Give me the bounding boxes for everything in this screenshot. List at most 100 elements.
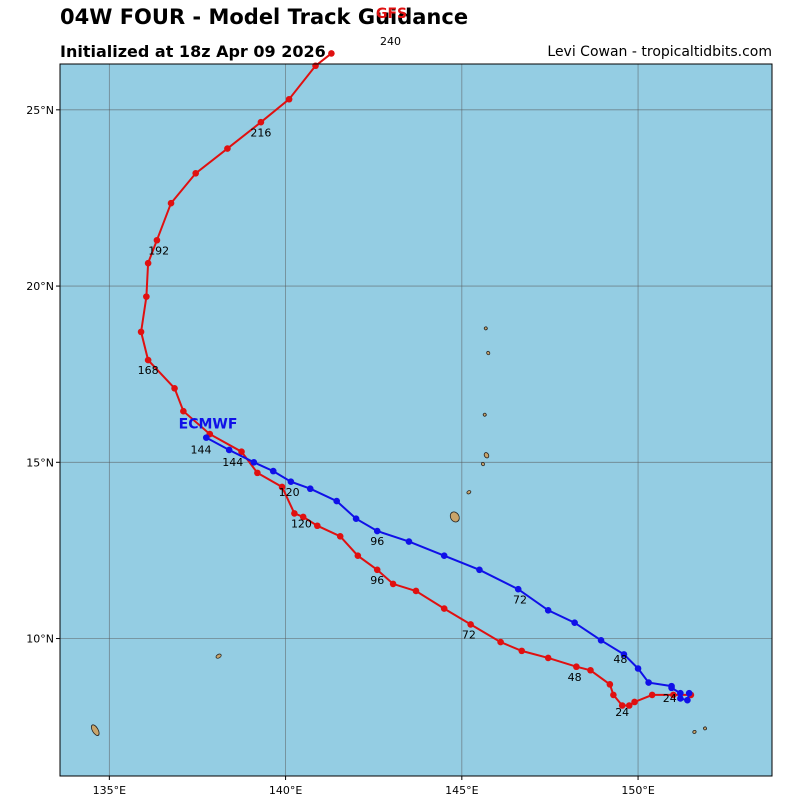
gfs-track-point	[336, 533, 344, 540]
island	[481, 461, 485, 467]
ecmwf-track-point	[373, 527, 381, 535]
gfs-track-point	[670, 691, 677, 699]
credit-text: Levi Cowan - tropicaltidbits.com	[547, 44, 772, 60]
ecmwf-track-point	[677, 689, 684, 697]
lat-tick-label: 15°N	[26, 456, 54, 469]
gfs-track-point	[224, 145, 231, 152]
ecmwf-hour-label: 72	[513, 593, 527, 606]
ecmwf-track-point	[306, 485, 314, 493]
gfs-track-point	[299, 513, 307, 521]
island	[692, 729, 697, 734]
gfs-track-point	[291, 510, 298, 517]
gfs-track-point	[648, 691, 656, 699]
ecmwf-track-point	[597, 636, 605, 644]
ecmwf-hour-label: 48	[613, 653, 627, 666]
gfs-track-point	[518, 647, 526, 655]
gfs-hour-label: 48	[568, 671, 582, 684]
gfs-track-point	[144, 259, 152, 267]
gfs-hour-label: 24	[615, 706, 629, 719]
gfs-track-point	[625, 702, 633, 709]
init-time: Initialized at 18z Apr 09 2026	[60, 42, 326, 61]
ecmwf-track-point	[405, 538, 413, 545]
ecmwf-model-label: ECMWF	[179, 417, 238, 433]
ocean-background	[60, 64, 772, 776]
gfs-track-point	[285, 95, 293, 103]
gfs-track-point	[171, 384, 178, 392]
ecmwf-track-point	[620, 651, 628, 658]
ecmwf-track-point	[269, 467, 277, 475]
lon-tick-label: 150°E	[621, 784, 654, 797]
island	[703, 726, 707, 731]
gfs-track-point	[180, 407, 187, 415]
ecmwf-track-point	[677, 695, 684, 702]
gfs-track-point	[257, 118, 265, 126]
map-frame	[59, 63, 773, 777]
gfs-track-point	[440, 605, 448, 612]
island	[483, 452, 490, 459]
island	[482, 412, 487, 417]
ecmwf-track-point	[287, 478, 295, 485]
page-title: 04W FOUR - Model Track Guidance	[60, 5, 469, 29]
gfs-hour-label: 120	[291, 518, 312, 531]
ecmwf-track-point	[668, 682, 675, 690]
gfs-track-point	[238, 448, 245, 456]
gfs-hour-label: 96	[370, 574, 384, 587]
gfs-track-point	[544, 654, 552, 662]
island	[90, 724, 100, 736]
ecmwf-track-point	[645, 679, 652, 686]
gfs-track-point	[312, 62, 319, 70]
ecmwf-track-point	[634, 665, 642, 672]
ecmwf-track-point	[684, 696, 691, 704]
gfs-track-point	[192, 169, 200, 177]
ecmwf-track-point	[440, 552, 448, 560]
ecmwf-track-point	[352, 515, 360, 522]
gfs-hour-label: 192	[148, 244, 169, 257]
island	[483, 326, 488, 331]
gfs-track-point	[389, 580, 397, 588]
gfs-track-point	[618, 702, 626, 709]
gfs-track-point	[328, 50, 335, 57]
ecmwf-hour-label: 120	[279, 486, 300, 499]
lat-tick-label: 25°N	[26, 104, 54, 117]
gfs-track-point	[412, 587, 420, 595]
ecmwf-track-point	[225, 446, 233, 454]
gfs-track-point	[587, 666, 594, 674]
gfs-track-point	[467, 621, 474, 628]
gfs-track-point	[354, 552, 362, 560]
gfs-track-point	[144, 356, 152, 364]
island	[215, 653, 222, 659]
lon-tick-label: 135°E	[93, 784, 126, 797]
ecmwf-hour-label: 24	[663, 692, 677, 705]
ecmwf-hour-label: 96	[370, 535, 384, 548]
ecmwf-hour-label: 144	[190, 443, 211, 456]
gfs-240-label: 240	[380, 35, 401, 48]
lat-tick-label: 10°N	[26, 633, 54, 646]
gfs-track-point	[631, 698, 638, 706]
gfs-model-label: GFS	[376, 6, 408, 22]
gfs-track-point	[167, 199, 175, 207]
gfs-track-point	[143, 293, 150, 300]
gfs-track-point	[314, 522, 321, 530]
lon-tick-label: 145°E	[445, 784, 478, 797]
gfs-track-point	[606, 681, 614, 688]
gfs-track-point	[153, 236, 161, 244]
lon-tick-label: 140°E	[269, 784, 302, 797]
gfs-track-point	[278, 483, 286, 491]
ecmwf-track-point	[202, 434, 210, 441]
gfs-track-point	[373, 566, 381, 574]
lat-tick-label: 20°N	[26, 280, 54, 293]
gfs-track-point	[137, 328, 145, 336]
gfs-track-point	[573, 663, 580, 671]
gfs-hour-label: 216	[250, 126, 271, 139]
ecmwf-track-point	[514, 585, 522, 593]
ecmwf-track-point	[544, 607, 552, 614]
gfs-hour-label: 168	[138, 364, 159, 377]
ecmwf-track-point	[250, 458, 258, 466]
gfs-track-point	[497, 638, 504, 646]
ecmwf-track-point	[685, 689, 693, 697]
ecmwf-track-point	[333, 497, 340, 505]
ecmwf-track-point	[571, 619, 578, 626]
island	[449, 511, 460, 523]
gfs-track-point	[254, 469, 261, 477]
